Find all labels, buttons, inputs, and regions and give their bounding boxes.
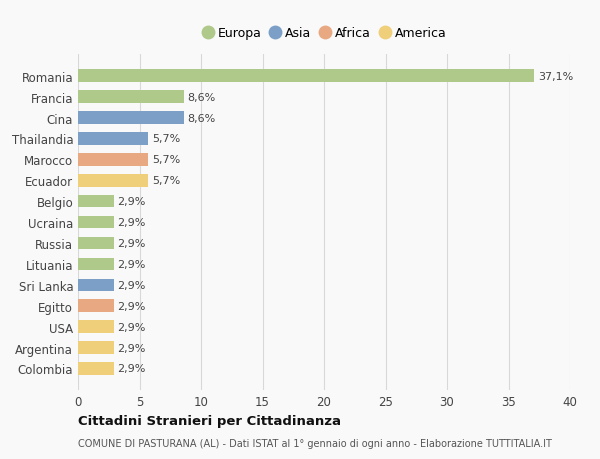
Text: 8,6%: 8,6% <box>187 113 216 123</box>
Bar <box>78 112 184 124</box>
Bar <box>78 341 113 354</box>
Text: Cittadini Stranieri per Cittadinanza: Cittadini Stranieri per Cittadinanza <box>78 414 341 428</box>
Text: 2,9%: 2,9% <box>118 343 146 353</box>
Bar <box>78 237 113 250</box>
Bar <box>78 174 148 187</box>
Text: 2,9%: 2,9% <box>118 322 146 332</box>
Text: 2,9%: 2,9% <box>118 364 146 374</box>
Text: 2,9%: 2,9% <box>118 280 146 290</box>
Legend: Europa, Asia, Africa, America: Europa, Asia, Africa, America <box>199 24 449 42</box>
Bar <box>78 258 113 271</box>
Bar <box>78 363 113 375</box>
Text: 2,9%: 2,9% <box>118 197 146 207</box>
Bar <box>78 196 113 208</box>
Bar <box>78 216 113 229</box>
Bar <box>78 279 113 291</box>
Bar <box>78 321 113 333</box>
Text: 2,9%: 2,9% <box>118 301 146 311</box>
Text: COMUNE DI PASTURANA (AL) - Dati ISTAT al 1° gennaio di ogni anno - Elaborazione : COMUNE DI PASTURANA (AL) - Dati ISTAT al… <box>78 438 552 448</box>
Bar <box>78 91 184 104</box>
Text: 2,9%: 2,9% <box>118 239 146 248</box>
Bar <box>78 300 113 312</box>
Text: 2,9%: 2,9% <box>118 218 146 228</box>
Text: 5,7%: 5,7% <box>152 134 180 144</box>
Text: 5,7%: 5,7% <box>152 176 180 186</box>
Text: 37,1%: 37,1% <box>538 72 573 82</box>
Bar <box>78 154 148 166</box>
Bar <box>78 133 148 146</box>
Text: 8,6%: 8,6% <box>187 92 216 102</box>
Text: 5,7%: 5,7% <box>152 155 180 165</box>
Text: 2,9%: 2,9% <box>118 259 146 269</box>
Bar <box>78 70 535 83</box>
